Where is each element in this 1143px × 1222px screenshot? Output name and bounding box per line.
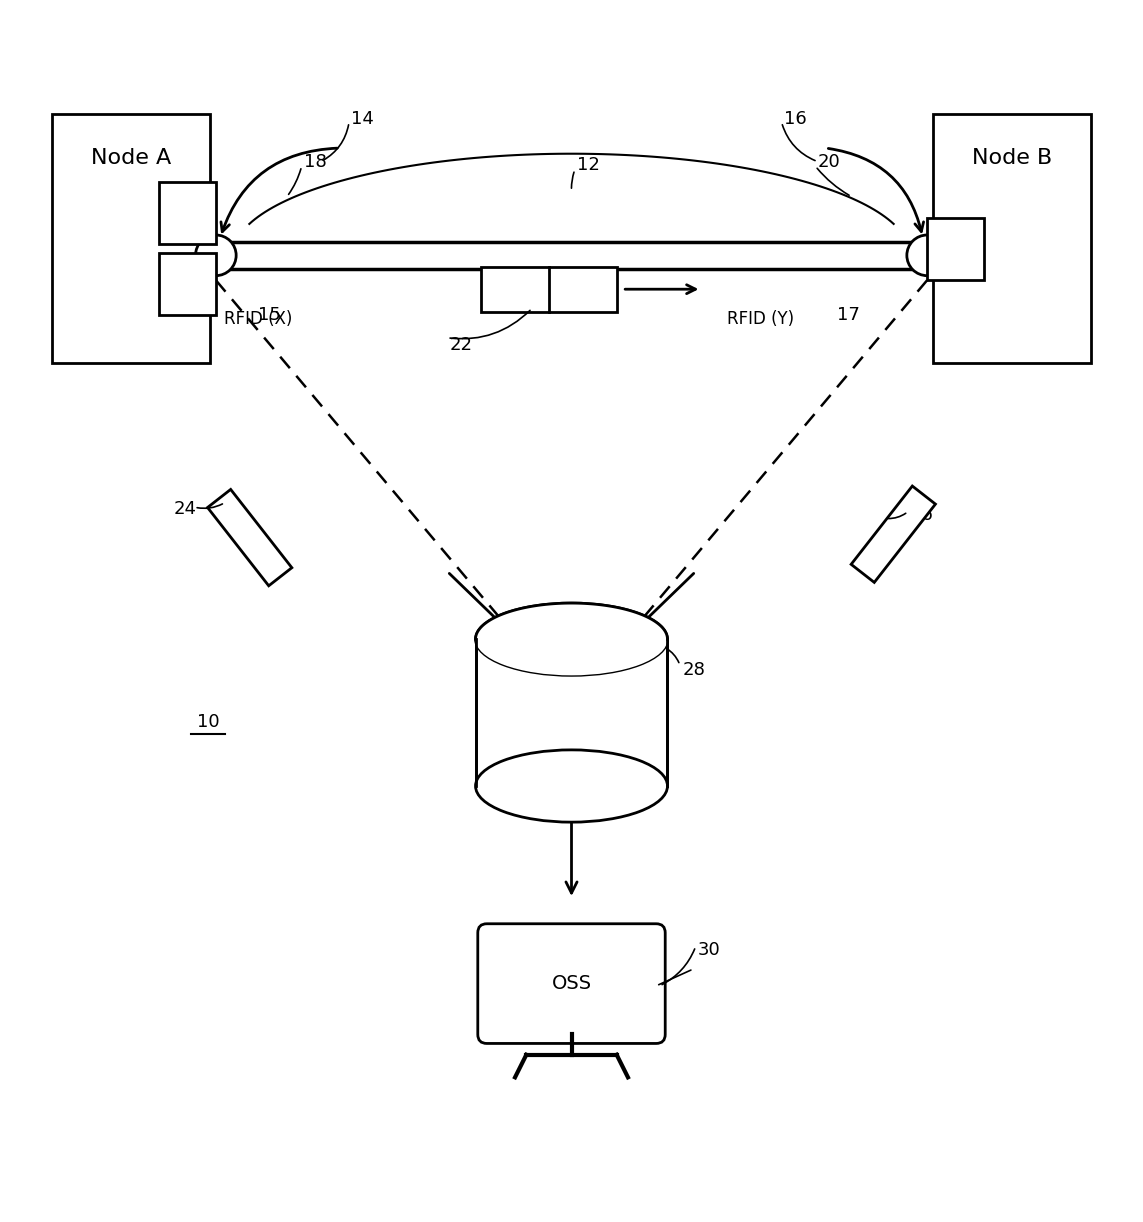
Bar [53, 114, 210, 363]
FancyArrowPatch shape [782, 125, 815, 160]
Bar [933, 114, 1090, 363]
Text: Node B: Node B [972, 148, 1052, 169]
Text: F: F [183, 275, 193, 293]
Text: 24: 24 [174, 500, 197, 518]
Text: OSS: OSS [551, 974, 592, 993]
Text: RFID (X): RFID (X) [224, 309, 293, 327]
Text: 12: 12 [577, 156, 600, 174]
Text: Node A: Node A [91, 148, 171, 169]
FancyArrowPatch shape [662, 949, 695, 985]
Text: 18: 18 [304, 153, 327, 171]
FancyArrowPatch shape [572, 172, 574, 188]
Text: 15: 15 [257, 307, 280, 324]
Text: 26: 26 [910, 506, 933, 524]
FancyArrowPatch shape [323, 125, 349, 160]
Bar [481, 266, 617, 312]
Text: 17: 17 [837, 307, 860, 324]
Circle shape [906, 235, 948, 276]
FancyArrowPatch shape [197, 503, 223, 508]
Bar [927, 218, 984, 280]
FancyBboxPatch shape [478, 924, 665, 1044]
FancyArrowPatch shape [666, 649, 679, 662]
Bar [159, 182, 216, 244]
Text: 30: 30 [698, 941, 721, 959]
Text: 10: 10 [197, 712, 219, 731]
FancyArrowPatch shape [817, 169, 849, 196]
Text: R: R [182, 204, 194, 222]
Text: 22: 22 [449, 336, 472, 353]
Bar [216, 242, 927, 269]
FancyArrowPatch shape [450, 310, 530, 338]
Text: 20: 20 [817, 153, 840, 171]
Ellipse shape [475, 604, 668, 676]
Bar [159, 253, 216, 315]
FancyArrowPatch shape [288, 169, 301, 194]
Text: 16: 16 [784, 110, 807, 128]
Polygon shape [852, 486, 935, 583]
FancyArrowPatch shape [658, 970, 690, 985]
FancyArrowPatch shape [888, 513, 905, 518]
Circle shape [195, 235, 237, 276]
Text: RFID (Y): RFID (Y) [727, 309, 794, 327]
Bar [475, 639, 668, 786]
Ellipse shape [475, 750, 668, 822]
Text: 28: 28 [682, 661, 705, 678]
Text: E: E [950, 240, 961, 258]
Polygon shape [208, 490, 291, 585]
Text: 14: 14 [351, 110, 374, 128]
